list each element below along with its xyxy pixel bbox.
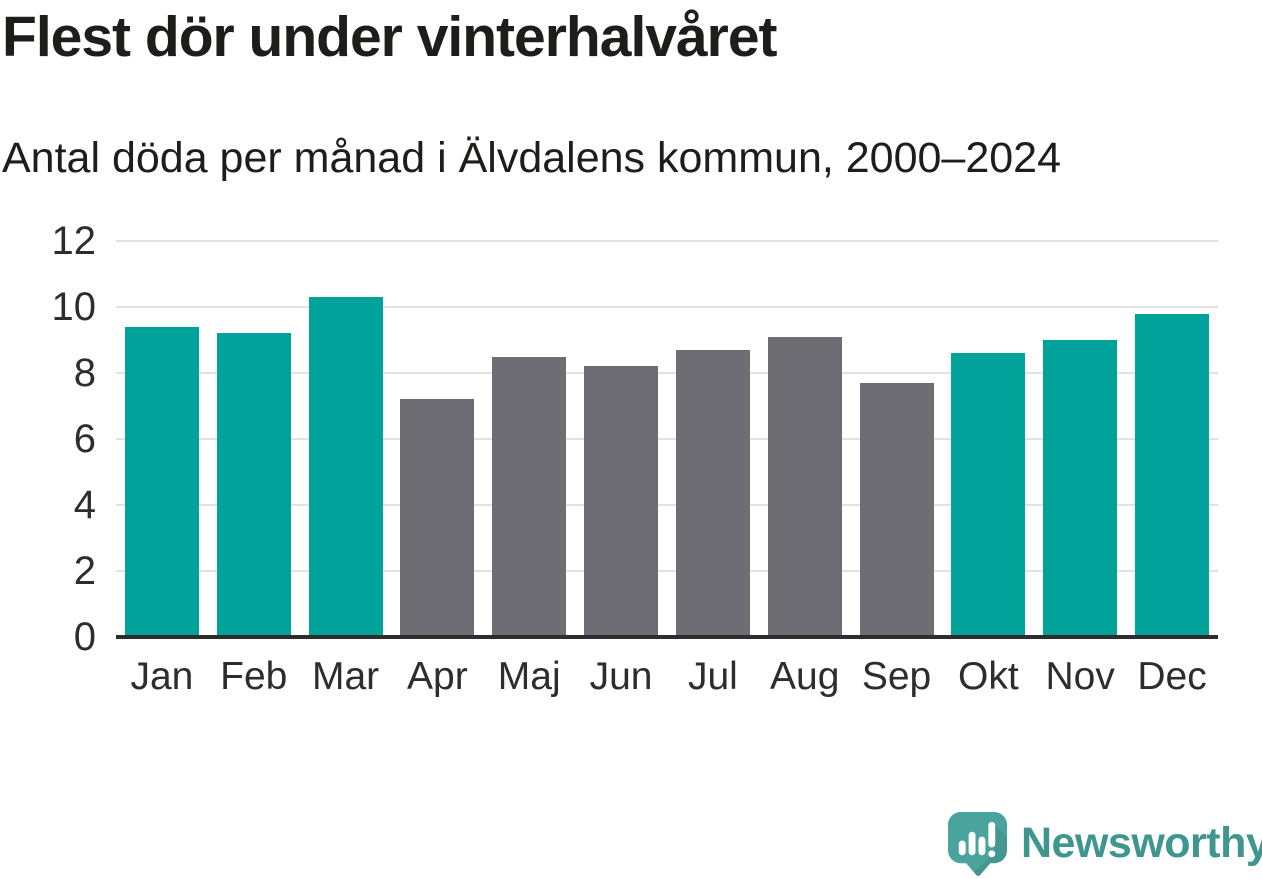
x-tick-label-dec: Dec bbox=[1137, 655, 1207, 698]
brand-name: Newsworthy bbox=[1021, 819, 1262, 867]
bar-slot-okt bbox=[942, 241, 1034, 637]
bar-slot-jun bbox=[575, 241, 667, 637]
bar-maj bbox=[492, 356, 567, 637]
logo-bar-tall bbox=[968, 831, 976, 856]
bar-jan bbox=[124, 326, 199, 637]
logo-exclamation-dot bbox=[988, 850, 996, 858]
x-axis-labels: Jan Feb Mar Apr Maj Jun Jul Aug Sep Okt Nov Dec bbox=[116, 651, 1218, 703]
gridline-y-6 bbox=[116, 438, 1218, 440]
bar-slot-maj bbox=[483, 241, 575, 637]
gridline-y-10 bbox=[116, 306, 1218, 308]
bars-row bbox=[116, 241, 1218, 637]
x-tick-label-jul: Jul bbox=[687, 655, 738, 698]
bar-jun bbox=[584, 366, 659, 637]
x-tick-label-nov: Nov bbox=[1045, 655, 1115, 698]
bar-slot-sep bbox=[851, 241, 943, 637]
bar-slot-dec bbox=[1126, 241, 1218, 637]
chart-subtitle: Antal döda per månad i Älvdalens kommun,… bbox=[2, 134, 1061, 182]
bar-slot-apr bbox=[391, 241, 483, 637]
y-tick-label-12: 12 bbox=[51, 219, 97, 263]
logo-bar-small bbox=[958, 840, 966, 856]
bar-slot-nov bbox=[1034, 241, 1126, 637]
bar-apr bbox=[400, 399, 475, 637]
x-tick-label-feb: Feb bbox=[220, 655, 288, 698]
gridline-y-2 bbox=[116, 570, 1218, 573]
y-tick-label-6: 6 bbox=[73, 417, 96, 461]
y-tick-label-10: 10 bbox=[51, 285, 97, 329]
bar-okt bbox=[951, 353, 1026, 637]
x-tick-label-jan: Jan bbox=[130, 655, 194, 698]
bar-dec bbox=[1135, 313, 1210, 637]
brand-lockup: Newsworthy bbox=[946, 810, 1262, 877]
bar-jul bbox=[675, 349, 750, 637]
y-axis: 0 2 4 6 8 10 12 bbox=[0, 221, 97, 657]
bar-slot-aug bbox=[759, 241, 851, 637]
y-tick-label-2: 2 bbox=[73, 549, 96, 594]
plot-area bbox=[116, 240, 1218, 637]
bar-nov bbox=[1043, 340, 1118, 637]
newsworthy-logo-icon bbox=[947, 812, 1008, 877]
x-tick-label-maj: Maj bbox=[497, 655, 561, 698]
x-tick-label-sep: Sep bbox=[861, 655, 932, 698]
chart-title: Flest dör under vinterhalvåret bbox=[2, 5, 778, 69]
y-tick-label-8: 8 bbox=[73, 351, 96, 396]
bar-slot-jul bbox=[667, 241, 759, 637]
x-tick-label-aug: Aug bbox=[770, 655, 840, 698]
gridline-y-8 bbox=[116, 372, 1218, 375]
bar-slot-jan bbox=[116, 241, 208, 637]
gridline-y-12 bbox=[116, 240, 1218, 242]
logo-exclamation-stem bbox=[988, 821, 996, 848]
bar-slot-mar bbox=[300, 241, 392, 637]
bar-sep bbox=[859, 382, 934, 637]
x-tick-label-apr: Apr bbox=[407, 655, 468, 698]
gridline-y-4 bbox=[116, 504, 1218, 507]
x-tick-label-mar: Mar bbox=[311, 655, 380, 698]
x-tick-label-okt: Okt bbox=[958, 655, 1019, 698]
x-axis-line bbox=[116, 635, 1218, 639]
y-tick-label-4: 4 bbox=[73, 483, 96, 528]
bar-mar bbox=[308, 297, 383, 637]
logo-bar-medium bbox=[978, 836, 986, 856]
bar-feb bbox=[216, 333, 291, 637]
bar-slot-feb bbox=[208, 241, 300, 637]
y-tick-label-0: 0 bbox=[73, 615, 96, 659]
bar-aug bbox=[767, 336, 842, 637]
x-tick-label-jun: Jun bbox=[589, 655, 653, 698]
